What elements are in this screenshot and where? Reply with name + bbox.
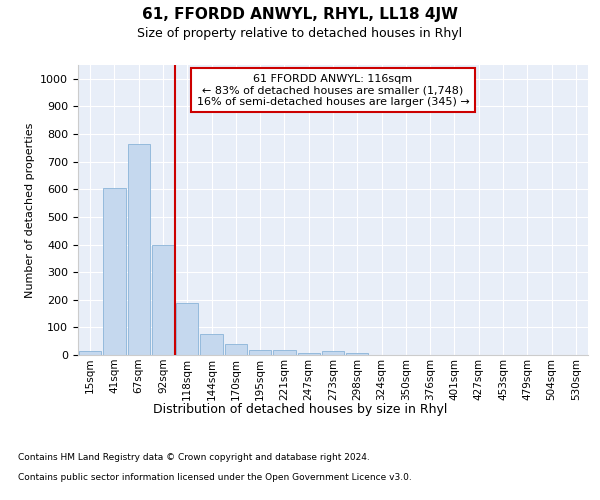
Bar (152, 244, 174, 355)
Y-axis label: Number of detached properties: Number of detached properties (25, 122, 35, 298)
Text: Contains HM Land Registry data © Crown copyright and database right 2024.: Contains HM Land Registry data © Crown c… (18, 452, 370, 462)
Bar (249, 350, 271, 355)
Text: Size of property relative to detached houses in Rhyl: Size of property relative to detached ho… (137, 28, 463, 40)
Bar (224, 344, 247, 355)
Bar (298, 353, 320, 355)
Text: Distribution of detached houses by size in Rhyl: Distribution of detached houses by size … (153, 402, 447, 415)
Text: 61 FFORDD ANWYL: 116sqm
← 83% of detached houses are smaller (1,748)
16% of semi: 61 FFORDD ANWYL: 116sqm ← 83% of detache… (197, 74, 469, 107)
Bar (346, 353, 368, 355)
Bar (79, 351, 101, 355)
Text: Contains public sector information licensed under the Open Government Licence v3: Contains public sector information licen… (18, 472, 412, 482)
Bar (273, 350, 296, 355)
Text: 61, FFORDD ANWYL, RHYL, LL18 4JW: 61, FFORDD ANWYL, RHYL, LL18 4JW (142, 8, 458, 22)
Bar (200, 334, 223, 355)
Bar (176, 302, 199, 355)
Bar (322, 351, 344, 355)
Bar (103, 188, 125, 355)
Bar (128, 144, 150, 355)
